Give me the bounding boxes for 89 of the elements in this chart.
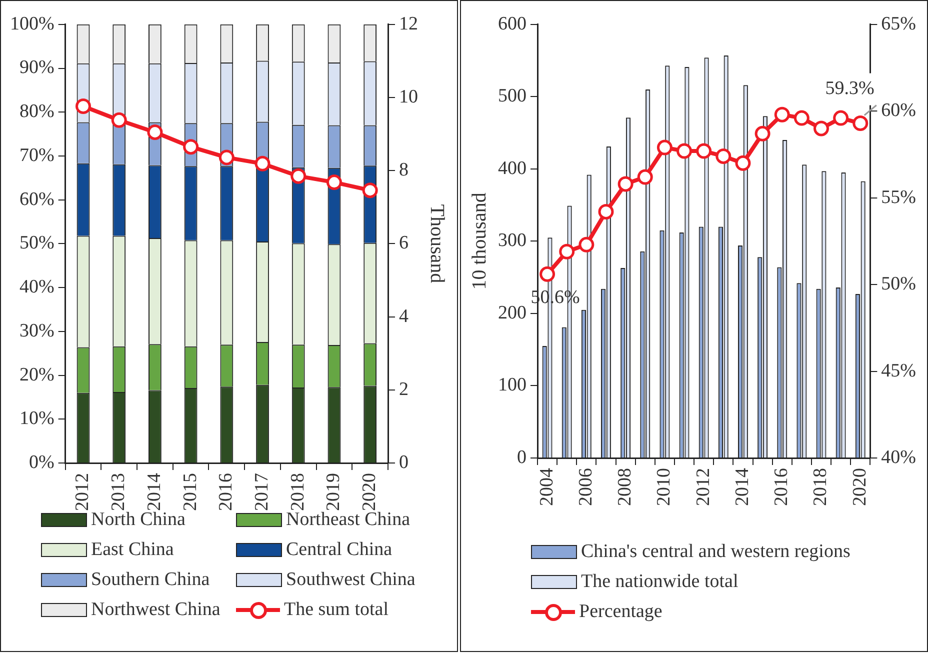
point [774,106,790,122]
point [656,140,672,156]
x-tick-label: 2004 [536,468,558,506]
y-tick-label: 100% [10,13,54,34]
legend-label: Central China [286,539,392,561]
x-tick-label: 2010 [654,468,675,506]
legend-label: East China [91,539,174,561]
y2-tick-label: 40% [881,446,916,468]
x-tick-label: 2012 [72,473,94,511]
y-tick-label: 400 [498,158,526,179]
x-tick-label: 2016 [216,473,237,511]
y-tick-label: 200 [498,302,526,324]
legend-label: Northeast China [286,509,410,531]
y2-tick-label: 65% [881,13,916,34]
x-tick-label: 2013 [108,473,130,511]
point [618,176,634,192]
legend-label: The nationwide total [581,571,738,593]
y2-tick-label: 50% [881,274,916,295]
point [578,236,594,252]
point [76,98,92,114]
legend-label: Southwest China [286,569,416,591]
y-tick-label: 0% [29,452,54,473]
y-tick-label: 10% [20,408,54,430]
y-tick-label: 600 [498,13,526,34]
y-tick-label: 0 [517,446,526,468]
point [833,110,849,126]
y2-tick-label: 12 [399,13,418,34]
point [254,156,270,172]
y-tick-label: 50% [20,232,54,254]
x-tick-label: 2014 [732,468,753,506]
y2-tick-label: 2 [399,378,408,400]
x-tick-label: 2015 [180,473,201,511]
x-tick-label: 2020 [849,468,870,506]
data-label: 59.3% [825,78,875,100]
y2-tick-label: 60% [881,100,916,122]
y2-axis-title: Thousand [426,204,448,284]
point [290,168,306,184]
y-tick-label: 30% [20,320,54,342]
point [696,143,712,159]
point [326,174,342,190]
x-tick-label: 2014 [144,472,165,511]
legend-label: The sum total [284,599,388,621]
y-tick-label: 90% [20,57,54,78]
y-tick-label: 20% [20,364,54,386]
point [147,124,163,140]
point [716,148,732,164]
x-tick-label: 2008 [614,468,636,506]
y2-tick-label: 6 [399,232,408,254]
point [183,139,199,155]
y2-tick-label: 4 [399,306,409,327]
x-tick-label: 2016 [771,468,792,506]
x-tick-label: 2017 [252,473,272,511]
point [362,182,378,198]
y-tick-label: 70% [20,144,54,166]
point [598,204,614,220]
point [735,155,751,171]
y-tick-label: 40% [20,276,54,298]
y2-tick-label: 45% [881,360,916,382]
y-tick-label: 300 [498,230,526,252]
y-tick-label: 60% [20,188,54,210]
x-tick-label: 2006 [575,468,596,506]
legend-label: Southern China [91,569,210,591]
x-tick-label: 2019 [323,473,344,511]
y-tick-label: 80% [20,101,54,122]
point [814,120,829,136]
point [637,169,653,185]
y2-tick-label: 55% [881,186,916,208]
y-tick-label: 500 [498,86,526,107]
y-tick-label: 100 [498,374,526,396]
point [852,116,868,132]
point [794,110,810,126]
x-tick-label: 2018 [810,468,832,506]
x-tick-label: 2018 [287,473,308,511]
legend-label: Northwest China [91,599,220,621]
y2-tick-label: 8 [399,160,408,181]
legend-label: North China [91,509,186,531]
point [540,266,556,282]
point [218,150,234,166]
point [111,112,127,128]
x-tick-label: 2012 [692,468,714,506]
y2-tick-label: 10 [399,86,418,108]
point [754,126,770,142]
legend-label: China's central and western regions [581,541,850,563]
x-tick-label: 2020 [359,473,380,511]
legend-label: Percentage [579,601,662,623]
y2-tick-label: 0 [399,452,408,473]
y-axis-title: 10 thousand [468,192,490,290]
point [559,244,575,260]
point [676,143,692,159]
